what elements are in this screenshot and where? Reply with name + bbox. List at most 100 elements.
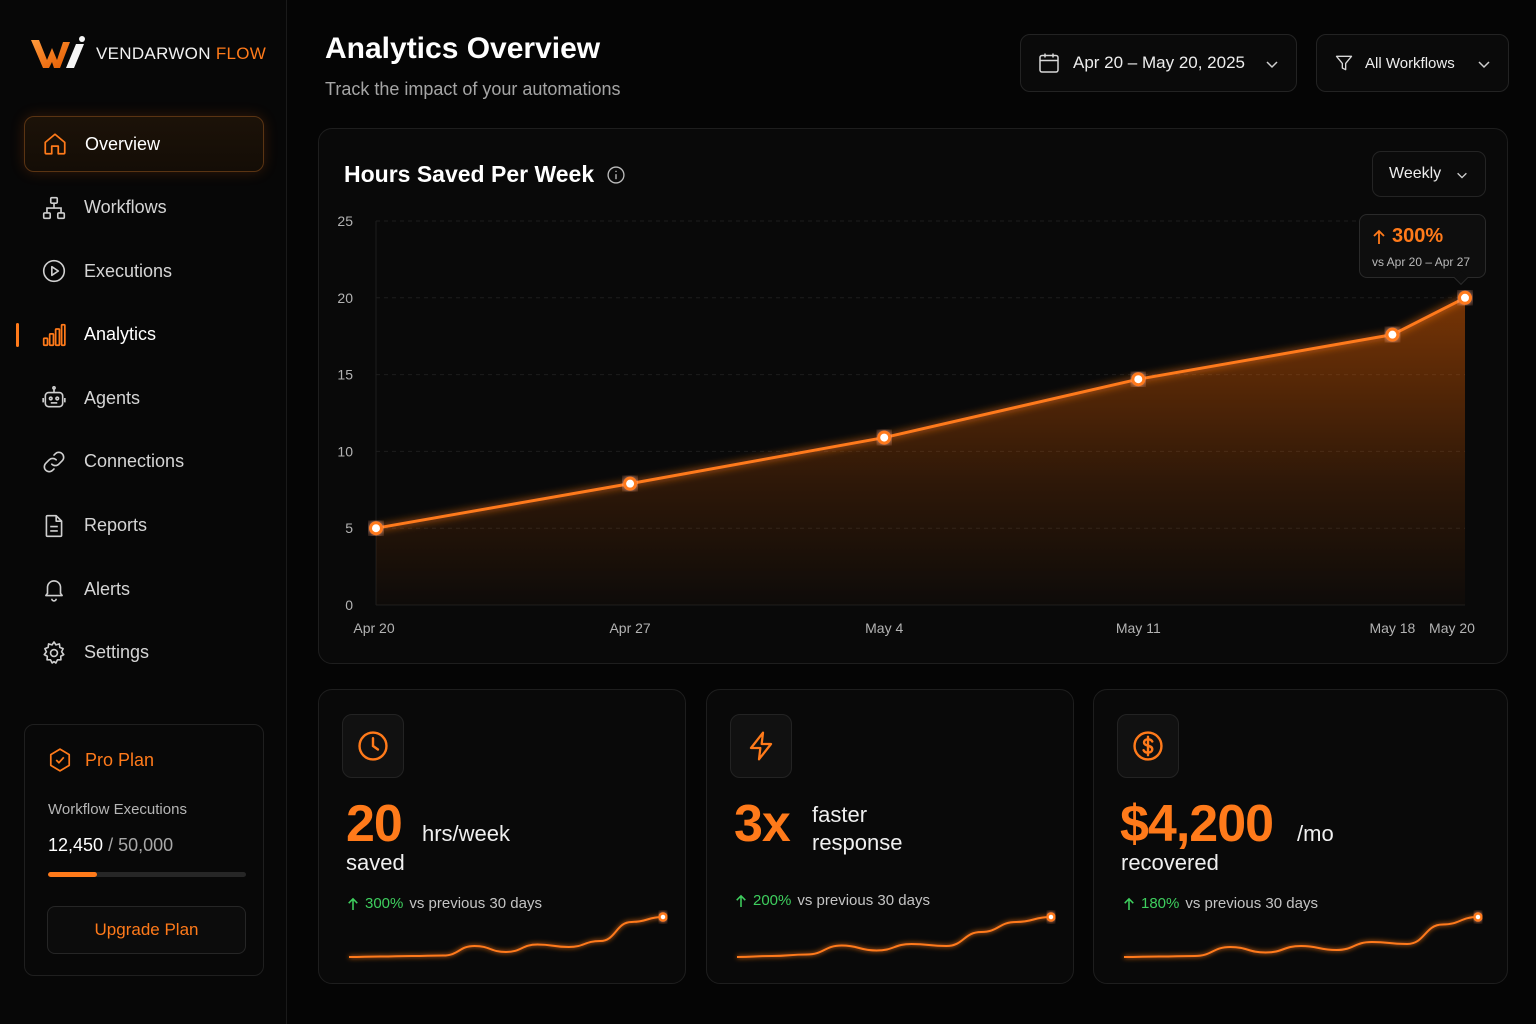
sidebar-item-label: Agents xyxy=(84,387,141,408)
usage-count: 12,450 / 50,000 xyxy=(48,835,173,856)
stat-delta-text: vs previous 30 days xyxy=(1185,895,1318,912)
chart-tooltip: 300% vs Apr 20 – Apr 27 xyxy=(1359,214,1486,286)
trend-sparkline xyxy=(348,912,668,958)
bell-icon xyxy=(40,575,68,603)
arrow-up-icon xyxy=(1124,897,1134,910)
stat-delta-value: 200% xyxy=(753,892,792,909)
brand-logo[interactable]: VENDARWON FLOW xyxy=(30,36,266,72)
data-point xyxy=(623,476,638,491)
arrow-up-icon xyxy=(736,894,746,907)
usage-label: Workflow Executions xyxy=(48,801,187,818)
stat-unit-secondary: recovered xyxy=(1121,850,1219,875)
info-icon[interactable] xyxy=(606,165,626,185)
stat-delta: 180% vs previous 30 days xyxy=(1123,895,1318,912)
stat-value: $4,200 xyxy=(1120,795,1274,853)
chart-title-text: Hours Saved Per Week xyxy=(344,161,595,187)
sparkline-path xyxy=(1123,916,1479,958)
sparkline-end-point xyxy=(658,912,668,922)
trend-sparkline xyxy=(736,912,1056,958)
stat-delta-value: 300% xyxy=(365,895,404,912)
bar-chart-icon xyxy=(40,321,68,349)
arrow-up-icon xyxy=(348,897,358,910)
brand-name: VENDARWON FLOW xyxy=(96,44,267,63)
sidebar-item-connections[interactable]: Connections xyxy=(24,434,264,490)
stat-unit: hrs/week xyxy=(422,821,511,846)
series-area xyxy=(376,297,1465,605)
plan-title: Pro Plan xyxy=(85,749,155,770)
tooltip-change: 300% xyxy=(1372,225,1443,248)
stat-unit: faster xyxy=(812,802,868,827)
workflow-icon xyxy=(40,194,68,222)
series-line xyxy=(375,296,1466,530)
data-point xyxy=(369,521,383,536)
sidebar-item-analytics[interactable]: Analytics xyxy=(16,307,264,363)
stat-delta-text: vs previous 30 days xyxy=(409,895,542,912)
clock-icon xyxy=(358,731,388,761)
tooltip-comparison: vs Apr 20 – Apr 27 xyxy=(1372,255,1471,269)
stat-unit-secondary: response xyxy=(812,830,903,855)
document-icon xyxy=(40,512,68,540)
shield-check-icon xyxy=(49,748,71,772)
dollar-icon xyxy=(1133,731,1163,761)
stat-delta: 300% vs previous 30 days xyxy=(347,895,542,912)
x-tick-label: May 11 xyxy=(1116,620,1161,636)
sidebar-item-label: Connections xyxy=(84,451,185,472)
x-tick-label: May 20 xyxy=(1429,620,1475,636)
sidebar-item-label: Reports xyxy=(84,515,148,536)
usage-progress-fill xyxy=(48,872,98,877)
stat-value: 20 xyxy=(346,795,403,853)
sidebar-item-label: Settings xyxy=(84,642,150,663)
active-marker xyxy=(16,322,19,347)
y-tick-label: 20 xyxy=(337,290,353,306)
tooltip-value: 300% xyxy=(1392,225,1444,247)
sidebar-item-reports[interactable]: Reports xyxy=(24,498,264,554)
period-select[interactable]: Weekly xyxy=(1372,151,1486,197)
stat-card-hours-saved: 20 hrs/week saved 300% vs previous 30 da… xyxy=(318,689,686,984)
usage-limit: / 50,000 xyxy=(108,835,174,855)
y-tick-label: 0 xyxy=(345,597,353,613)
y-tick-label: 10 xyxy=(337,443,353,459)
upgrade-plan-button[interactable]: Upgrade Plan xyxy=(47,906,246,954)
stat-unit: /mo xyxy=(1297,821,1334,846)
sparkline-path xyxy=(348,916,664,958)
sidebar-item-overview[interactable]: Overview xyxy=(24,116,264,172)
sidebar: VENDARWON FLOW Overview Workflows Execut… xyxy=(0,0,287,1024)
workflow-filter-value: All Workflows xyxy=(1365,54,1455,72)
sidebar-item-settings[interactable]: Settings xyxy=(24,625,264,681)
stat-delta-value: 180% xyxy=(1141,895,1180,912)
play-circle-icon xyxy=(40,257,68,285)
chevron-down-icon xyxy=(1478,61,1490,69)
page-subtitle: Track the impact of your automations xyxy=(325,79,621,99)
sidebar-item-label: Overview xyxy=(85,133,161,154)
sidebar-item-alerts[interactable]: Alerts xyxy=(24,561,264,617)
stat-delta-text: vs previous 30 days xyxy=(797,892,930,909)
stat-card-response-speed: 3x faster response 200% vs previous 30 d… xyxy=(706,689,1074,984)
stat-card-revenue-recovered: $4,200 /mo recovered 180% vs previous 30… xyxy=(1093,689,1508,984)
y-tick-label: 15 xyxy=(337,367,353,383)
filter-icon xyxy=(1335,55,1353,71)
chevron-down-icon xyxy=(1266,61,1278,69)
x-tick-label: May 4 xyxy=(865,620,903,636)
sidebar-item-workflows[interactable]: Workflows xyxy=(24,180,264,236)
sidebar-item-label: Workflows xyxy=(84,197,167,218)
robot-icon xyxy=(40,384,68,412)
sparkline-end-point xyxy=(1046,912,1056,922)
data-point xyxy=(1385,327,1400,342)
sidebar-item-executions[interactable]: Executions xyxy=(24,243,264,299)
trend-sparkline xyxy=(1123,912,1483,958)
workflow-filter-select[interactable]: All Workflows xyxy=(1316,34,1509,92)
data-point xyxy=(1458,290,1472,305)
chevron-down-icon xyxy=(1457,172,1467,179)
stat-value: 3x xyxy=(734,795,791,853)
sidebar-nav: Overview Workflows Executions Analytics xyxy=(16,116,264,688)
gear-icon xyxy=(40,639,68,667)
sidebar-item-label: Analytics xyxy=(84,324,157,345)
calendar-icon xyxy=(1039,53,1059,73)
sidebar-item-label: Alerts xyxy=(84,578,131,599)
date-range-select[interactable]: Apr 20 – May 20, 2025 xyxy=(1020,34,1297,92)
sidebar-item-agents[interactable]: Agents xyxy=(24,370,264,426)
date-range-value: Apr 20 – May 20, 2025 xyxy=(1073,53,1246,72)
link-icon xyxy=(40,448,68,476)
stat-unit-secondary: saved xyxy=(346,850,405,875)
data-point xyxy=(1131,372,1146,387)
